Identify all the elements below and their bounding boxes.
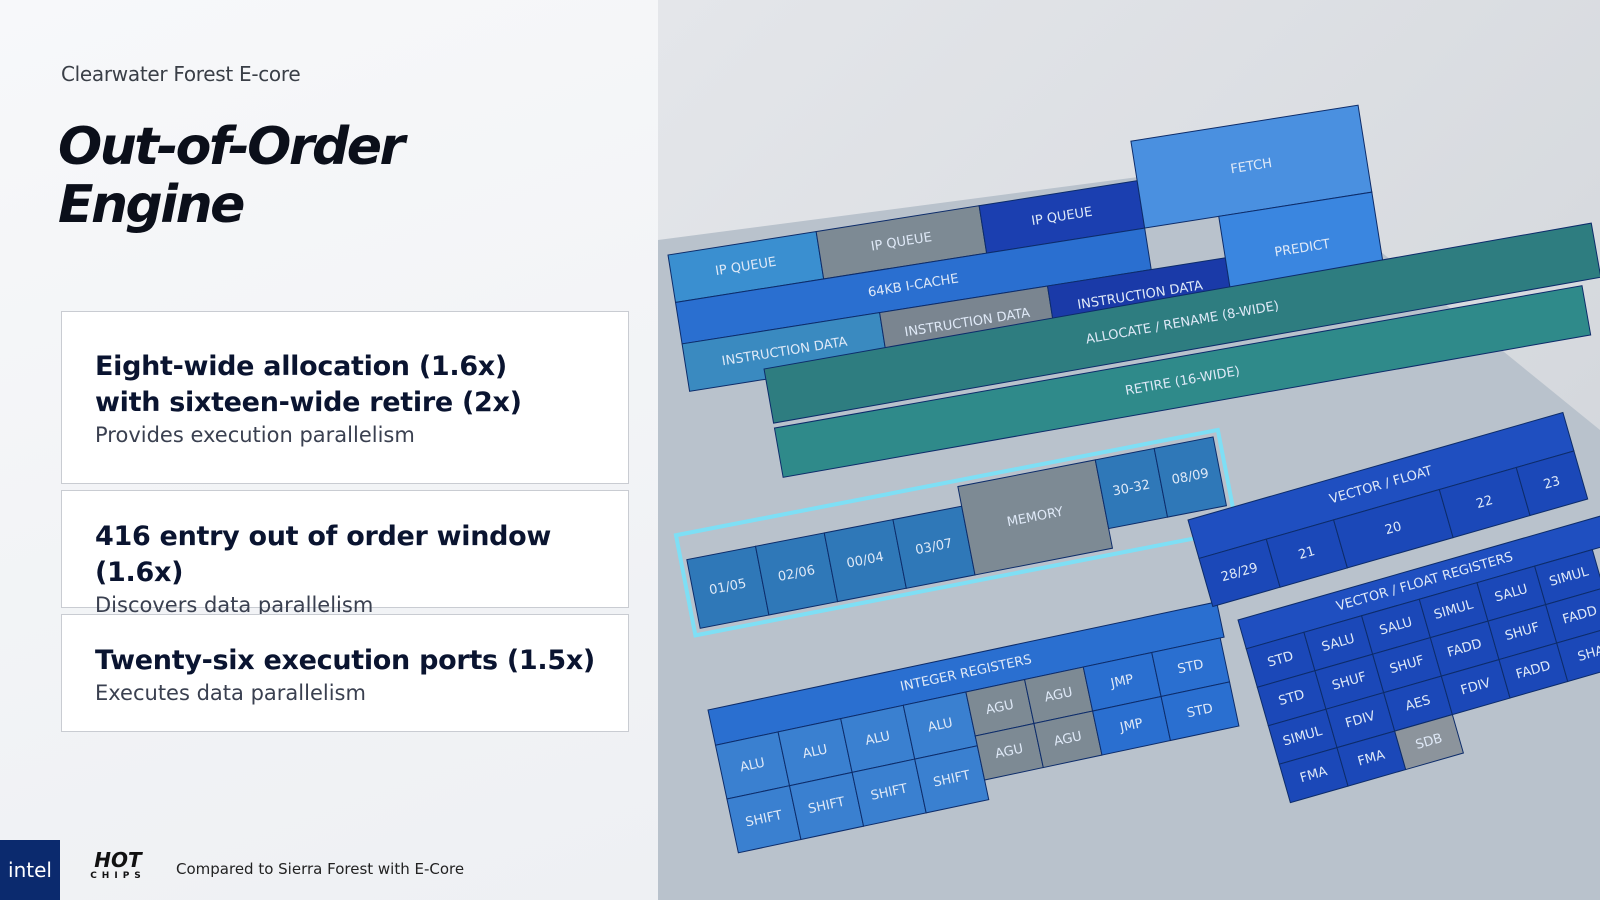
card: Twenty-six execution ports (1.5x) Execut… (61, 614, 629, 732)
footnote: Compared to Sierra Forest with E-Core (176, 860, 465, 878)
die-label: STD (1186, 701, 1215, 721)
die-label: STD (1266, 649, 1295, 671)
die-block (773, 285, 1592, 478)
glow (673, 427, 1240, 638)
die-label: 30-32 (1111, 478, 1151, 500)
die-label: 08/09 (1170, 466, 1210, 488)
die-label: JMP (1108, 672, 1135, 692)
text-panel: Clearwater Forest E-core Out-of-Order En… (0, 0, 658, 900)
die-label: 23 (1542, 474, 1562, 493)
logo-word: CHIPS (90, 871, 146, 881)
die-label: SDB (1414, 731, 1444, 753)
die-label: 02/06 (777, 563, 817, 585)
logo-word: HOT (94, 848, 142, 872)
die-label: 03/07 (914, 536, 954, 558)
die-label: JMP (1118, 716, 1145, 736)
die-label: FETCH (1230, 156, 1274, 177)
title: Out-of-Order Engine (58, 117, 405, 235)
die-label: 20 (1383, 519, 1403, 538)
card-heading: with sixteen-wide retire (2x) (95, 387, 522, 418)
die-label: 21 (1297, 544, 1317, 563)
card: 416 entry out of order window (1.6x) Dis… (61, 490, 629, 617)
die-block (763, 222, 1600, 424)
die-label: AGU (985, 697, 1016, 718)
card-description: Provides execution parallelism (95, 423, 415, 447)
subtitle: Clearwater Forest E-core (61, 62, 301, 86)
die-block (1556, 625, 1600, 683)
title-line: Out-of-Order (58, 117, 405, 177)
card-heading: Twenty-six execution ports (1.5x) (95, 645, 595, 676)
intel-logo: intel (0, 840, 60, 900)
die-label: FMA (1298, 764, 1329, 786)
die-label: SHA (1576, 643, 1600, 665)
die-block (1153, 436, 1228, 518)
die-label: AES (1404, 693, 1433, 714)
die-label: ALU (801, 742, 829, 762)
card: Eight-wide allocation (1.6x) with sixtee… (61, 311, 629, 484)
card-heading: 416 entry out of order window (1.6x) (95, 521, 552, 588)
card-description: Executes data parallelism (95, 681, 366, 705)
die-label: 22 (1475, 493, 1495, 512)
die-label: FMA (1356, 748, 1387, 770)
card-heading: Eight-wide allocation (1.6x) (95, 351, 507, 382)
die-label: 01/05 (708, 576, 748, 598)
die-block (1394, 713, 1465, 771)
die-block (1160, 681, 1240, 742)
die-label: ALU (739, 756, 767, 776)
die-label: AGU (1043, 685, 1074, 706)
hot-chips-logo: HOT CHIPS (82, 850, 154, 882)
die-label: AGU (1053, 729, 1084, 750)
title-line: Engine (58, 175, 245, 235)
die-label: STD (1176, 657, 1205, 677)
die-label: AGU (994, 742, 1025, 763)
die-label: 00/04 (845, 550, 885, 572)
die-label: ALU (864, 729, 892, 749)
die-label: STD (1277, 687, 1306, 709)
die-block (1515, 450, 1589, 517)
die-label: ALU (927, 716, 955, 736)
card-description: Discovers data parallelism (95, 593, 374, 617)
